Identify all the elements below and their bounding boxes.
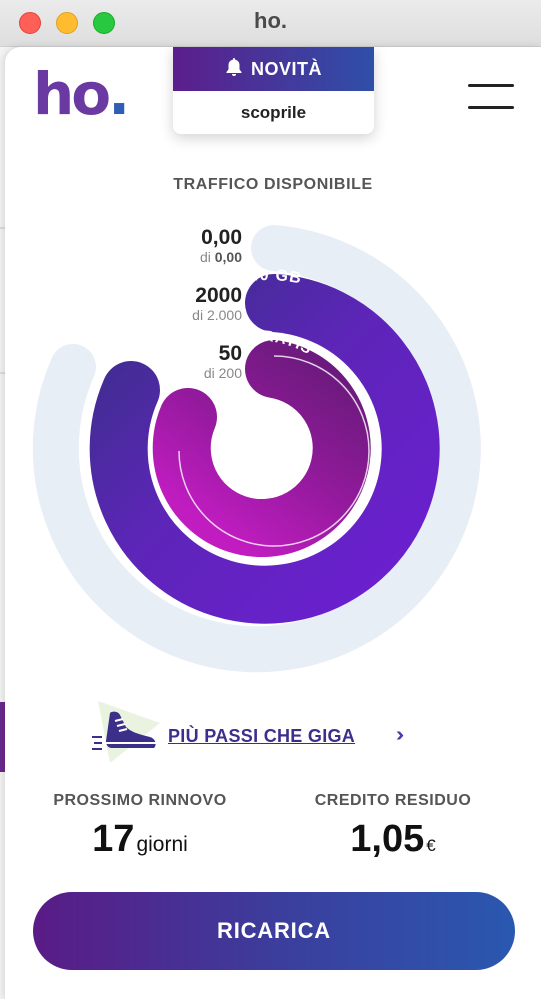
minimize-window-button[interactable] <box>56 12 78 34</box>
ricarica-button[interactable]: RICARICA <box>33 892 515 970</box>
ring-0-value-label: 0,00 di 0,00 <box>199 226 242 266</box>
piu-passi-link[interactable]: PIÙ PASSI CHE GIGA <box>168 726 356 746</box>
hamburger-menu-icon[interactable] <box>468 82 516 112</box>
traffic-donut-chart: 40 GB GRATIS <box>32 225 481 673</box>
credito-residuo-stat: CREDITO RESIDUO 1,05 € <box>273 792 513 861</box>
traffic-title: TRAFFICO DISPONIBILE <box>173 176 373 193</box>
bell-icon <box>225 57 243 82</box>
piu-passi-che-giga-promo[interactable]: PIÙ PASSI CHE GIGA ››› <box>90 693 430 768</box>
sneaker-icon <box>92 701 160 763</box>
ring-2-value-label: 50 di 200 <box>203 342 242 382</box>
renewal-label: PROSSIMO RINNOVO <box>53 792 227 809</box>
novita-card[interactable]: NOVITÀ scoprile <box>173 47 374 134</box>
ring-gratis-arc <box>152 340 371 557</box>
ho-logo[interactable]: ho. <box>33 60 130 128</box>
novita-label: NOVITÀ <box>250 58 322 79</box>
window-title: ho. <box>254 8 287 33</box>
close-window-button[interactable] <box>19 12 41 34</box>
novita-header: NOVITÀ <box>173 47 374 91</box>
triple-chevron-right-icon: ››› <box>396 724 404 746</box>
app-panel: ho. NOVITÀ scoprile TRAFFICO DISPONIBILE <box>5 47 541 999</box>
outer-track-ring <box>32 225 481 673</box>
ring-1-value-label: 2000 di 2.000 <box>192 284 242 324</box>
credit-value: 1,05 € <box>350 818 436 860</box>
scoprile-link[interactable]: scoprile <box>240 102 307 122</box>
credit-label: CREDITO RESIDUO <box>314 792 472 809</box>
ring-40gb-arc <box>89 274 440 624</box>
ring-divider <box>178 355 370 547</box>
ring-40gb-label: 40 GB <box>249 267 303 288</box>
renewal-value: 17giorni <box>92 818 188 860</box>
window-titlebar: ho. <box>0 0 541 47</box>
prossimo-rinnovo-stat: PROSSIMO RINNOVO 17giorni <box>20 792 260 861</box>
zoom-window-button[interactable] <box>93 12 115 34</box>
